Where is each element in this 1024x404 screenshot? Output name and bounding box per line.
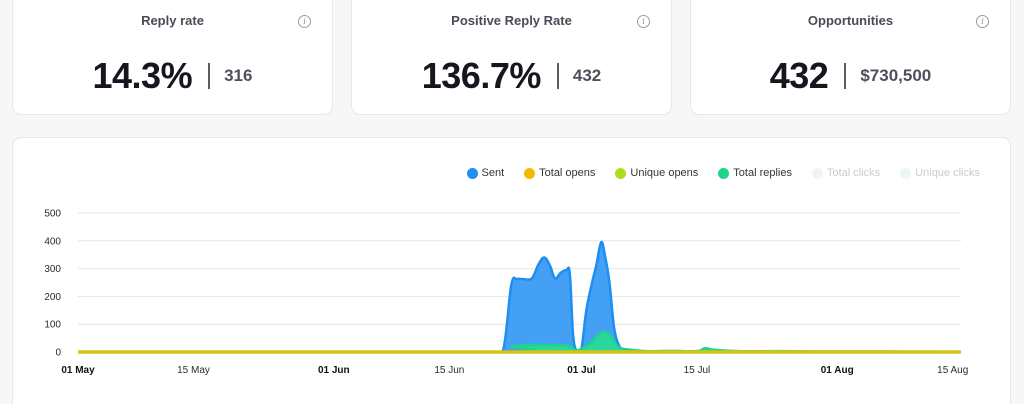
legend-item-unique-opens[interactable]: Unique opens <box>615 167 698 179</box>
opportunities-card: Opportunities i 432 $730,500 <box>690 0 1011 115</box>
metric-divider <box>556 63 559 89</box>
y-tick-label: 200 <box>44 292 61 303</box>
legend-dot-icon <box>900 167 912 179</box>
legend-dot-icon <box>466 167 478 179</box>
legend-item-total-replies[interactable]: Total replies <box>718 167 792 179</box>
analytics-chart-card: Sent Total opens Unique opens Total replies… <box>12 137 1011 404</box>
legend-label: Total clicks <box>827 167 881 179</box>
metric-value: 136.7% <box>421 55 542 96</box>
x-tick-label: 01 Jul <box>567 365 596 376</box>
series-area-sent <box>78 242 961 352</box>
metric-value: 14.3% <box>92 55 193 96</box>
card-title: Positive Reply Rate <box>451 13 572 28</box>
legend-dot-icon <box>718 167 730 179</box>
card-title: Reply rate <box>141 13 204 28</box>
y-tick-label: 400 <box>44 236 61 247</box>
x-tick-label: 01 Aug <box>821 365 854 376</box>
y-tick-label: 500 <box>44 209 61 220</box>
metric-value: 432 <box>769 55 829 96</box>
metric-row: 432 $730,500 <box>691 55 1010 97</box>
metric-row: 14.3% 316 <box>13 55 332 97</box>
x-tick-label: 01 Jun <box>318 365 350 376</box>
info-icon[interactable]: i <box>976 15 989 28</box>
metric-row: 136.7% 432 <box>352 55 671 97</box>
y-tick-label: 100 <box>44 320 61 331</box>
analytics-chart: 0 100 200 300 400 500 01 May 15 May 01 Jun 15 Jun… <box>44 209 968 377</box>
x-tick-label: 15 Aug <box>937 365 968 376</box>
info-icon[interactable]: i <box>298 15 311 28</box>
legend-dot-icon <box>524 167 536 179</box>
reply-rate-card: Reply rate i 14.3% 316 <box>12 0 333 115</box>
metric-count: 432 <box>572 66 602 85</box>
x-tick-label: 15 Jun <box>434 365 464 376</box>
legend-item-sent[interactable]: Sent <box>466 167 505 179</box>
positive-reply-rate-card: Positive Reply Rate i 136.7% 432 <box>351 0 672 115</box>
legend-label: Unique clicks <box>915 167 980 179</box>
legend-label: Total opens <box>539 167 596 179</box>
legend-dot-icon <box>812 167 823 179</box>
y-tick-label: 0 <box>55 348 61 359</box>
series-line-sent <box>78 240 961 354</box>
legend-item-unique-clicks[interactable]: Unique clicks <box>900 167 980 179</box>
metric-divider <box>208 63 211 89</box>
legend-item-total-clicks[interactable]: Total clicks <box>812 167 880 179</box>
chart-legend: Sent Total opens Unique opens Total replies… <box>466 167 980 179</box>
metric-divider <box>844 63 847 89</box>
y-tick-label: 300 <box>44 264 61 275</box>
legend-dot-icon <box>615 167 627 179</box>
card-title: Opportunities <box>807 13 894 28</box>
legend-label: Sent <box>481 167 505 179</box>
x-tick-label: 15 May <box>177 365 210 376</box>
metric-amount: $730,500 <box>860 66 932 85</box>
legend-label: Total replies <box>733 167 792 179</box>
legend-label: Unique opens <box>630 167 699 179</box>
x-tick-label: 01 May <box>61 365 95 376</box>
metric-count: 316 <box>224 66 253 85</box>
info-icon[interactable]: i <box>637 15 650 28</box>
x-tick-label: 15 Jul <box>684 365 711 376</box>
legend-item-total-opens[interactable]: Total opens <box>524 167 595 179</box>
